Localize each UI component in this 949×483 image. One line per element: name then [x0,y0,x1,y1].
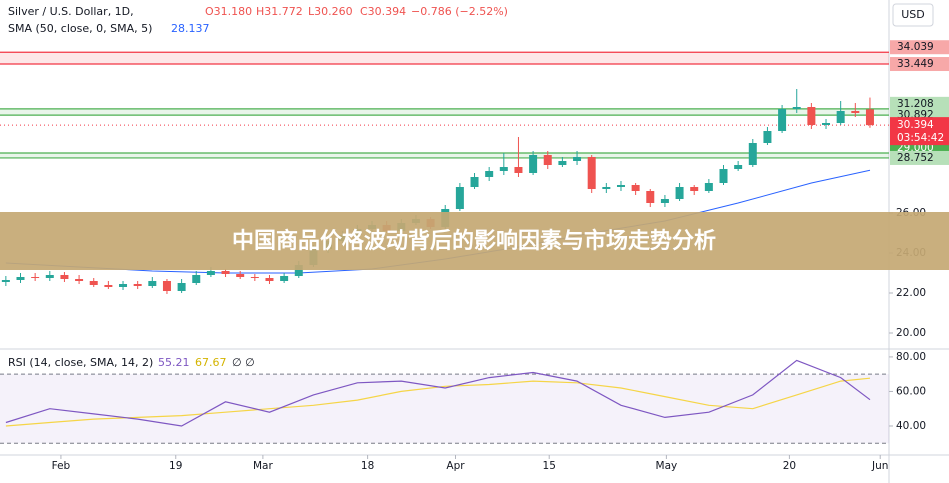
candle-body [792,107,801,109]
x-tick-label: 19 [169,460,182,472]
candle-body [631,185,640,191]
sma-value: 28.137 [171,22,210,35]
price-label: 34.039 [897,41,934,53]
candle-body [60,275,69,279]
ohlc-close: C30.394 [360,5,406,18]
ohlc-low: L30.260 [308,5,353,18]
price-label-bg [890,40,949,55]
candle-body [250,277,259,278]
x-tick-label: 18 [361,460,374,472]
candle-body [763,131,772,143]
candle-body [602,187,611,189]
candle-body [748,143,757,165]
candle-body [192,275,201,283]
x-tick-label: 20 [783,460,796,472]
candle-body [485,171,494,177]
candle-body [133,284,142,286]
ohlc-high: H31.772 [256,5,303,18]
last-price-label: 30.394 [897,119,934,131]
price-label: 33.449 [897,58,934,70]
banner-bg [0,212,949,270]
candle-body [89,281,98,285]
candle-body [16,277,25,280]
zone [0,52,889,65]
candle-body [543,155,552,165]
rsi-value: 55.21 [158,356,190,369]
candle-body [45,275,54,278]
symbol: Silver / U.S. Dollar, 1D, [8,5,134,18]
candle-body [529,155,538,173]
price-label-bg [890,57,949,72]
candle-body [162,281,171,291]
candle-body [455,187,464,209]
price-label: 31.208 [897,98,934,110]
candle-body [734,165,743,169]
rsi-sma-value: 67.67 [195,356,227,369]
x-tick-label: 15 [543,460,556,472]
candle-body [75,279,84,281]
candle-body [836,111,845,123]
x-tick-label: Mar [253,460,273,472]
countdown: 03:54:42 [897,132,944,144]
candle-body [587,157,596,189]
sma-legend: SMA (50, close, 0, SMA, 5) [8,22,152,35]
zone [0,153,889,158]
candle-body [206,271,215,275]
candle-body [221,271,230,274]
candle-body [236,274,245,277]
last-price-bg [890,117,949,146]
x-tick-label: May [656,460,678,472]
candle-body [807,107,816,125]
candle-body [119,284,128,287]
candle-body [470,177,479,187]
candle-body [851,111,860,113]
candle-body [660,199,669,203]
rsi-line [5,359,871,427]
candle-body [499,167,508,171]
candle-body [719,169,728,183]
y-tick-label: 40.00 [896,420,926,432]
currency-button[interactable] [892,3,934,27]
candle-body [31,277,40,278]
candle-body [616,185,625,187]
x-tick-label: Apr [446,460,465,472]
candle-body [865,109,874,126]
candle-body [104,285,113,287]
candle-body [514,167,523,173]
y-tick-label: 22.00 [896,287,926,299]
candle-body [675,187,684,199]
x-tick-label: Feb [52,460,71,472]
ohlc-open: O31.180 [205,5,252,18]
y-tick-label: 80.00 [896,351,926,363]
rsi-line [5,377,871,427]
price-label-bg [890,96,949,111]
candle-body [148,281,157,286]
candle-body [822,123,831,125]
ohlc-change: −0.786 (−2.52%) [411,5,508,18]
y-tick-label: 20.00 [896,327,926,339]
currency[interactable]: USD [901,8,925,21]
candle-body [690,187,699,191]
price-label: 28.752 [897,152,934,164]
rsi-extra: ∅ ∅ [232,356,255,369]
rsi-band [0,374,889,444]
candle-body [280,276,289,281]
candle-body [1,280,10,282]
rsi-legend: RSI (14, close, SMA, 14, 2) [8,356,153,369]
y-tick-label: 60.00 [896,385,926,397]
candle-body [646,191,655,203]
candle-body [294,265,303,276]
candle-body [778,109,787,131]
candle-body [573,157,582,161]
candle-body [558,161,567,165]
candle-body [704,183,713,191]
candle-body [265,278,274,281]
zone [0,108,889,116]
banner: 中国商品价格波动背后的影响因素与市场走势分析 [232,228,716,254]
price-label-bg [890,150,949,165]
candle-body [177,283,186,291]
x-tick-label: Jun [871,460,888,472]
